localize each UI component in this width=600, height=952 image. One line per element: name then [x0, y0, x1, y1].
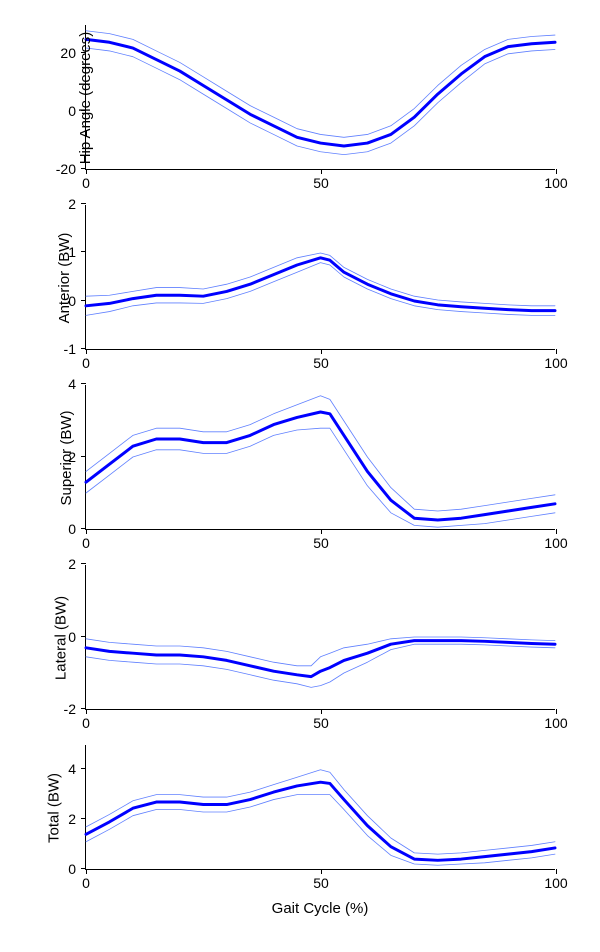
xtick — [86, 709, 87, 714]
xtick — [556, 709, 557, 714]
ytick-label: 2 — [68, 556, 76, 572]
xtick-label: 50 — [313, 535, 329, 551]
lower-bound-line — [86, 428, 555, 527]
ytick-label: 20 — [60, 45, 76, 61]
lower-bound-line — [86, 644, 555, 687]
xtick-label: 0 — [82, 535, 90, 551]
xtick-label: 0 — [82, 175, 90, 191]
ytick-label: 4 — [68, 376, 76, 392]
ytick-label: 4 — [68, 761, 76, 777]
ytick-label: 0 — [68, 521, 76, 537]
xtick — [86, 529, 87, 534]
mean-line — [86, 39, 555, 146]
plot-area: -20020050100 — [85, 25, 555, 170]
chart-lines — [86, 385, 555, 529]
xtick-label: 100 — [544, 535, 567, 551]
chart-lines — [86, 745, 555, 869]
xtick — [86, 869, 87, 874]
ytick — [81, 383, 86, 384]
upper-bound-line — [86, 253, 555, 306]
xtick-label: 50 — [313, 175, 329, 191]
xtick — [321, 169, 322, 174]
xtick — [321, 869, 322, 874]
lower-bound-line — [86, 48, 555, 155]
panel-total: 024050100Total (BW) — [85, 745, 555, 870]
ytick-label: 2 — [68, 811, 76, 827]
plot-area: -1012050100 — [85, 205, 555, 350]
xtick-label: 100 — [544, 175, 567, 191]
xtick — [556, 869, 557, 874]
xtick — [86, 349, 87, 354]
xtick-label: 100 — [544, 355, 567, 371]
figure: -20020050100Hip Angle (degrees)-10120501… — [0, 0, 600, 912]
xtick-label: 0 — [82, 875, 90, 891]
xtick — [321, 709, 322, 714]
xtick — [321, 349, 322, 354]
ytick-label: 0 — [68, 861, 76, 877]
panel-lateral: -202050100Lateral (BW) — [85, 565, 555, 710]
plot-area: 024050100 — [85, 385, 555, 530]
ylabel: Anterior (BW) — [56, 232, 73, 323]
lower-bound-line — [86, 795, 555, 866]
plot-area: 024050100 — [85, 745, 555, 870]
panel-hip: -20020050100Hip Angle (degrees) — [85, 25, 555, 170]
xtick-label: 100 — [544, 875, 567, 891]
ytick — [81, 203, 86, 204]
panel-anterior: -1012050100Anterior (BW) — [85, 205, 555, 350]
xlabel: Gait Cycle (%) — [272, 900, 369, 952]
ylabel: Total (BW) — [46, 772, 63, 842]
xtick-label: 50 — [313, 715, 329, 731]
ytick — [81, 563, 86, 564]
xtick — [556, 169, 557, 174]
xtick-label: 0 — [82, 715, 90, 731]
xtick — [556, 529, 557, 534]
panel-superior: 024050100Superior (BW) — [85, 385, 555, 530]
plot-area: -202050100 — [85, 565, 555, 710]
xtick — [321, 529, 322, 534]
xtick-label: 50 — [313, 875, 329, 891]
upper-bound-line — [86, 31, 555, 138]
chart-lines — [86, 205, 555, 349]
ylabel: Hip Angle (degrees) — [77, 31, 94, 164]
ytick-label: 2 — [68, 196, 76, 212]
ylabel: Superior (BW) — [58, 410, 75, 505]
mean-line — [86, 782, 555, 860]
ylabel: Lateral (BW) — [53, 595, 70, 679]
xtick — [556, 349, 557, 354]
ytick-label: -20 — [56, 161, 76, 177]
chart-lines — [86, 565, 555, 709]
xtick — [86, 169, 87, 174]
chart-lines — [86, 25, 555, 169]
ytick-label: -1 — [64, 341, 76, 357]
xtick-label: 50 — [313, 355, 329, 371]
xtick-label: 0 — [82, 355, 90, 371]
ytick-label: 0 — [68, 103, 76, 119]
ytick-label: -2 — [64, 701, 76, 717]
xtick-label: 100 — [544, 715, 567, 731]
